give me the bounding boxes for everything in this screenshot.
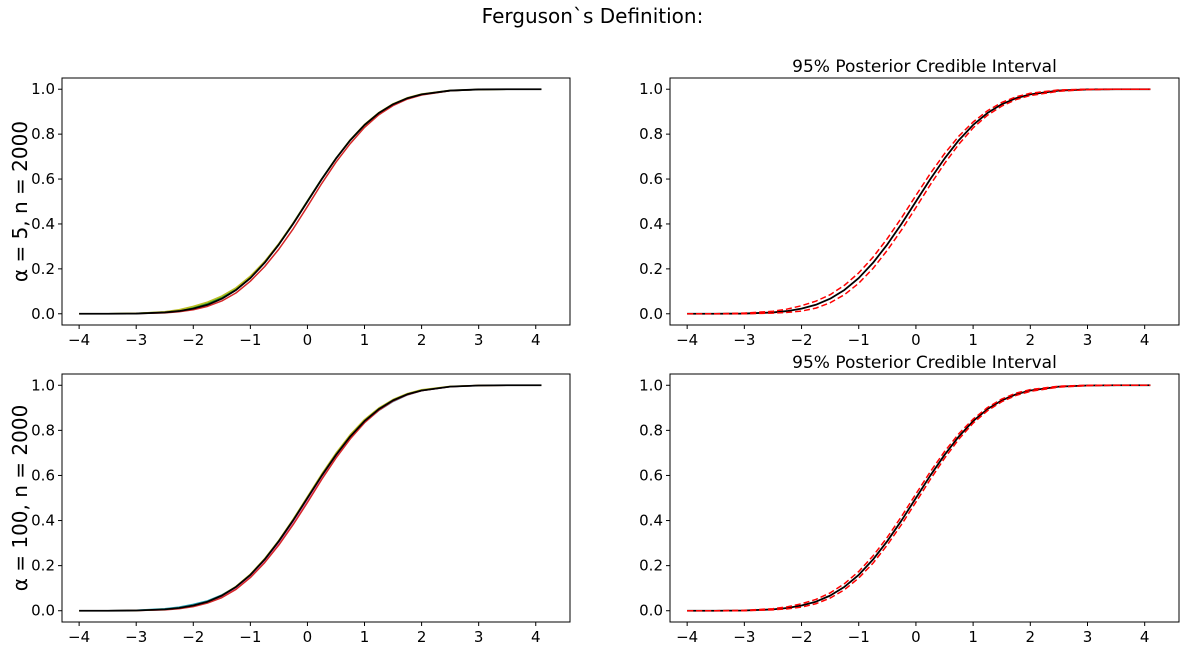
y-tick-label: 0.2 — [639, 260, 663, 278]
x-tick-label: −3 — [125, 331, 147, 349]
figure-title: Ferguson`s Definition: — [481, 4, 704, 28]
x-tick-label: 0 — [303, 331, 313, 349]
axes-frame — [61, 373, 571, 623]
series-line-3 — [79, 88, 542, 315]
series-line-3 — [687, 384, 1151, 612]
x-tick-label: −1 — [848, 331, 870, 349]
x-tick-label: 4 — [1140, 331, 1150, 349]
x-tick-label: 0 — [303, 628, 313, 646]
x-tick-label: 1 — [360, 331, 370, 349]
y-tick-label: 0.6 — [639, 170, 663, 188]
y-tick-label: 1.0 — [31, 80, 55, 98]
x-tick-label: −1 — [239, 628, 261, 646]
x-tick-label: −2 — [182, 331, 204, 349]
x-tick-label: −4 — [68, 331, 90, 349]
y-tick-label: 0.2 — [639, 557, 663, 575]
subplot-title: 95% Posterior Credible Interval — [792, 57, 1057, 77]
x-tick-label: −3 — [733, 628, 755, 646]
series-line-2 — [687, 88, 1151, 315]
x-tick-label: 3 — [1083, 331, 1093, 349]
x-tick-label: −2 — [182, 628, 204, 646]
y-tick-label: 0.0 — [639, 305, 663, 323]
series-line-3 — [687, 88, 1151, 315]
x-tick-label: 1 — [360, 628, 370, 646]
axes-frame — [669, 373, 1180, 623]
subplot-2: −4 −3 −2 −1 0 1 2 3 4 0.0 0.2 0.4 0.6 0.8 1.0 95% Poste… — [639, 57, 1180, 349]
x-tick-label: −4 — [676, 628, 698, 646]
x-tick-label: −3 — [733, 331, 755, 349]
y-tick-label: 0.6 — [639, 466, 663, 484]
x-tick-label: −3 — [125, 628, 147, 646]
y-tick-label: 0.8 — [31, 421, 55, 439]
x-tick-label: 4 — [531, 331, 541, 349]
x-tick-label: 1 — [968, 331, 978, 349]
y-tick-label: 0.8 — [639, 421, 663, 439]
y-tick-label: 0.0 — [31, 305, 55, 323]
series-line-1 — [687, 88, 1151, 315]
x-tick-label: 2 — [1026, 331, 1036, 349]
x-tick-label: 3 — [1083, 628, 1093, 646]
subplot-title: 95% Posterior Credible Interval — [792, 353, 1057, 373]
y-tick-label: 0.4 — [31, 512, 55, 530]
x-tick-label: −2 — [790, 628, 812, 646]
row-label: α = 5, n = 2000 — [8, 121, 32, 282]
series-line-3 — [79, 384, 542, 612]
axes-frame — [61, 77, 571, 326]
x-tick-label: 1 — [968, 628, 978, 646]
row-label: α = 100, n = 2000 — [8, 405, 32, 592]
x-tick-label: 2 — [1026, 628, 1036, 646]
series-line-2 — [687, 384, 1151, 612]
x-tick-label: 4 — [531, 628, 541, 646]
y-tick-label: 0.2 — [31, 557, 55, 575]
y-tick-label: 0.4 — [639, 215, 663, 233]
y-tick-label: 1.0 — [639, 80, 663, 98]
series-line-1 — [687, 384, 1151, 612]
y-tick-label: 0.8 — [639, 125, 663, 143]
x-tick-label: 0 — [911, 628, 921, 646]
axes-frame — [669, 77, 1180, 326]
x-tick-label: −2 — [790, 331, 812, 349]
y-tick-label: 0.8 — [31, 125, 55, 143]
y-tick-label: 0.0 — [639, 602, 663, 620]
x-tick-label: 2 — [417, 628, 427, 646]
x-tick-label: 3 — [474, 628, 484, 646]
y-tick-label: 1.0 — [639, 376, 663, 394]
x-tick-label: −4 — [68, 628, 90, 646]
y-tick-label: 0.2 — [31, 260, 55, 278]
subplot-4: −4 −3 −2 −1 0 1 2 3 4 0.0 0.2 0.4 0.6 0.8 1.0 95% Poste… — [639, 353, 1180, 646]
x-tick-label: 3 — [474, 331, 484, 349]
x-tick-label: −4 — [676, 331, 698, 349]
series-line-5 — [79, 88, 542, 315]
x-tick-label: 2 — [417, 331, 427, 349]
subplot-1: −4 −3 −2 −1 0 1 2 3 4 0.0 0.2 0.4 0.6 0.8 1.0 α = 5, n … — [8, 77, 571, 349]
x-tick-label: −1 — [848, 628, 870, 646]
y-tick-label: 1.0 — [31, 376, 55, 394]
series-line-5 — [79, 384, 542, 612]
y-tick-label: 0.6 — [31, 466, 55, 484]
x-tick-label: 4 — [1140, 628, 1150, 646]
y-tick-label: 0.4 — [639, 512, 663, 530]
subplot-3: −4 −3 −2 −1 0 1 2 3 4 0.0 0.2 0.4 0.6 0.8 1.0 α = 100, … — [8, 373, 571, 646]
y-tick-label: 0.0 — [31, 602, 55, 620]
x-tick-label: −1 — [239, 331, 261, 349]
x-tick-label: 0 — [911, 331, 921, 349]
y-tick-label: 0.4 — [31, 215, 55, 233]
y-tick-label: 0.6 — [31, 170, 55, 188]
